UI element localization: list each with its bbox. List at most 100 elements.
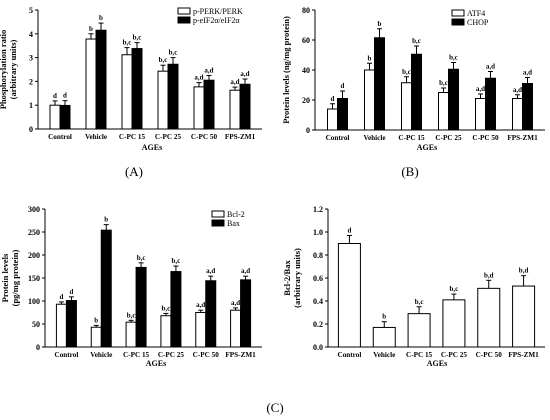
legend-swatch [211,219,225,227]
bar [85,38,97,130]
significance-label: d [331,95,335,103]
significance-label: b,c [439,79,448,87]
y-axis-label-line: (arbitrary units) [292,248,302,308]
legend-swatch [451,9,465,17]
significance-label: a,d [204,66,213,74]
y-axis-label: Bcl-2/Bax(arbitrary units) [282,248,302,308]
y-tick-label: 1 [29,101,33,110]
category-label: Control [48,133,72,141]
y-axis-label: Protein levels (ng/mg protein) [281,16,291,124]
y-axis-label-line: Protein levels (ng/mg protein) [281,16,291,124]
category-label: FPS-ZM1 [508,351,539,359]
bar [100,229,112,348]
bar [135,266,147,348]
bar [477,287,501,348]
y-tick-label: 1.2 [313,205,323,214]
significance-label: d [347,226,351,234]
y-tick-label: 2 [29,77,33,86]
bar [55,303,67,348]
y-tick-label: 150 [28,274,40,283]
significance-label: b,c [133,34,142,42]
bar [195,312,207,348]
y-tick-label: 3 [29,54,33,63]
bar [485,77,496,131]
category-label: Control [326,134,350,142]
significance-label: b,c [137,254,146,262]
bar [229,89,241,130]
bar [374,37,385,131]
bar [372,326,396,348]
legend-swatch [451,18,465,26]
category-label: Vehicle [363,134,385,142]
significance-label: b,c [127,311,136,319]
significance-label: d [59,293,63,301]
bar [121,54,133,130]
y-tick-label: 0.8 [313,251,323,260]
bar [240,279,252,348]
category-label: Vehicle [373,351,395,359]
significance-label: a,d [231,299,240,307]
significance-label: d [69,288,73,296]
bar [337,243,361,348]
y-tick-label: 1.0 [313,228,323,237]
bar [438,92,449,131]
legend-label: Bax [227,219,240,228]
legend-swatch [177,16,191,24]
significance-label: a,d [476,85,485,93]
y-tick-label: 50 [32,320,40,329]
bar [95,29,107,130]
significance-label: d [53,92,57,100]
significance-label: b,c [172,257,181,265]
bar [407,313,431,348]
significance-label: b,c [159,56,168,64]
bar [442,299,466,348]
bar [327,108,338,131]
category-label: C-PC 15 [119,133,146,141]
y-axis-label: Phosphorylation ratio(arbitrary units) [0,30,18,110]
category-label: C-PC 50 [472,134,499,142]
y-axis-label-line: (pg/mg protein) [10,249,20,306]
category-label: Vehicle [85,133,107,141]
bar [59,104,71,130]
legend-label: CHOP [467,18,489,27]
bar [193,86,205,130]
significance-label: a,d [240,70,249,78]
bar [125,321,137,348]
significance-label: b [378,20,382,28]
category-label: C-PC 15 [123,351,150,359]
significance-label: b,c [402,68,411,76]
significance-label: b,d [484,271,494,279]
category-label: C-PC 25 [155,133,182,141]
significance-label: a,d [513,86,522,94]
bar [364,69,375,131]
y-tick-label: 0.4 [313,297,323,306]
significance-label: a,d [523,69,532,77]
legend-label: ATF4 [467,9,485,18]
significance-label: b,c [450,285,459,293]
bar [522,83,533,131]
significance-label: b,c [169,49,178,57]
x-axis-label: AGEs [146,359,166,368]
category-label: FPS-ZM1 [507,134,538,142]
category-label: C-PC 25 [441,351,468,359]
bar [205,280,217,348]
bar [448,68,459,131]
y-axis-label-line: (arbitrary units) [8,39,18,99]
significance-label: a,d [486,63,495,71]
bar [475,98,486,131]
bar [157,70,169,130]
x-axis-label: AGEs [417,143,437,152]
significance-label: d [63,92,67,100]
bar [49,104,61,130]
category-label: FPS-ZM1 [225,351,256,359]
y-axis-label-line: Protein levels [0,253,10,302]
significance-label: a,d [194,74,203,82]
category-label: C-PC 50 [193,351,220,359]
bar [401,82,412,131]
significance-label: b,c [415,298,424,306]
legend-label: Bcl-2 [227,210,245,219]
category-label: Control [55,351,79,359]
chart-1: 0 1 2 3 4 5 Phosphorylation ratio(arbitrary un… [0,6,262,152]
significance-label: a,d [241,267,250,275]
